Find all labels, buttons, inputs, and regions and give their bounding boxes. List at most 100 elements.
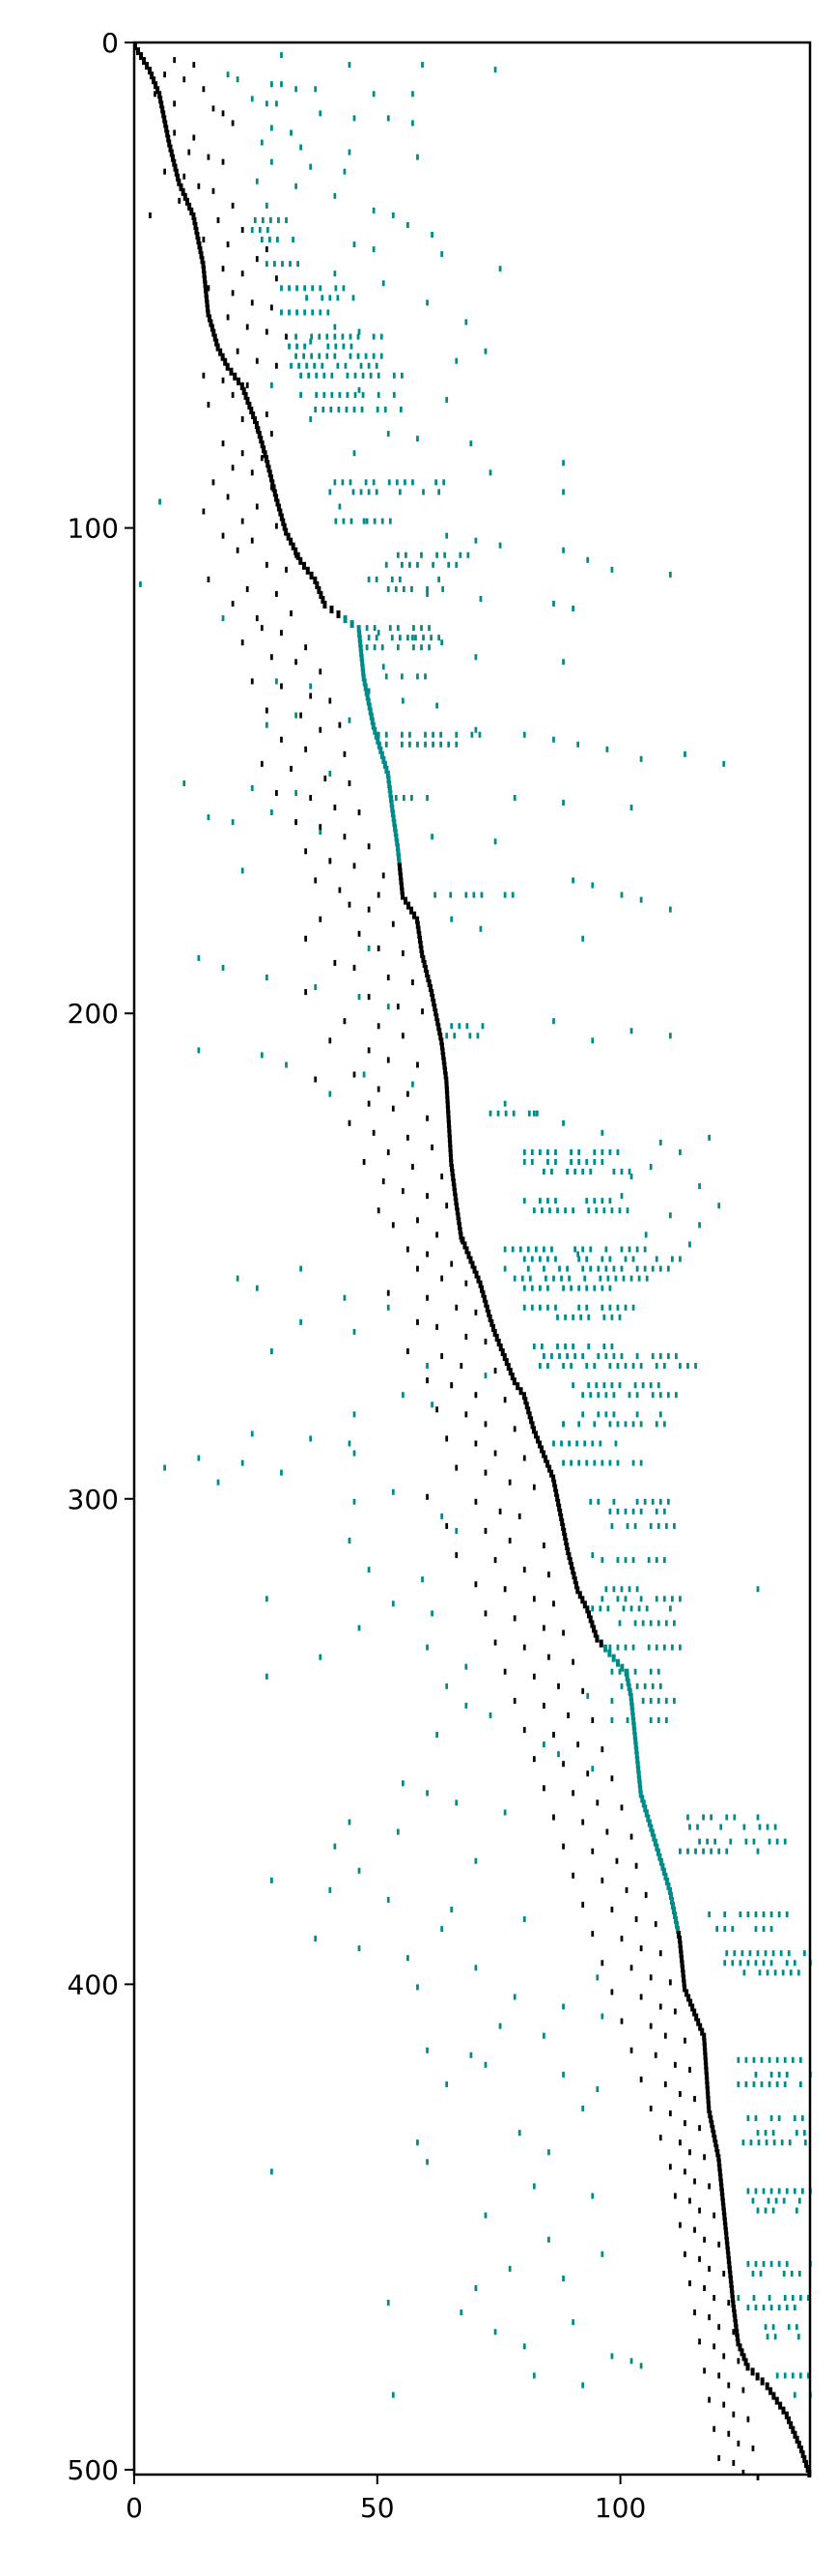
black-cell [217, 217, 220, 223]
black-cell [270, 304, 273, 310]
teal-cell [411, 91, 414, 97]
teal-cell [657, 1669, 660, 1675]
teal-cell [353, 1411, 356, 1417]
teal-cell [609, 1256, 612, 1261]
black-cell [246, 586, 249, 592]
teal-cell [621, 1266, 624, 1272]
black-cell [203, 373, 206, 379]
teal-cell [480, 596, 483, 602]
black-cell [363, 1159, 366, 1165]
teal-cell [562, 548, 565, 553]
teal-cell [602, 1382, 605, 1388]
teal-cell [617, 1460, 620, 1466]
black-cell [523, 1456, 526, 1461]
black-cell [747, 2417, 750, 2422]
black-cell [197, 184, 200, 189]
teal-cell [440, 1926, 443, 1932]
black-cell [319, 727, 321, 733]
black-cell [402, 950, 405, 956]
teal-cell [663, 1645, 666, 1651]
teal-cell [485, 349, 488, 354]
teal-cell [270, 81, 273, 87]
teal-cell [412, 644, 415, 650]
black-cell [265, 329, 268, 335]
teal-cell [634, 1382, 637, 1388]
teal-cell [792, 2372, 795, 2378]
teal-cell [669, 1033, 672, 1038]
teal-cell [426, 1790, 429, 1796]
teal-cell [572, 606, 574, 611]
teal-cell [609, 1509, 612, 1514]
teal-cell [630, 1605, 633, 1611]
black-cell [294, 659, 297, 665]
teal-cell [309, 1435, 312, 1441]
black-cell [698, 2125, 701, 2131]
black-cell [353, 1072, 356, 1078]
black-cell [368, 843, 371, 849]
teal-cell [602, 1207, 605, 1213]
teal-cell [269, 217, 272, 223]
teal-cell [630, 2358, 633, 2364]
black-cell [333, 805, 336, 810]
teal-cell [640, 1509, 643, 1514]
teal-cell [562, 2072, 565, 2078]
teal-cell [760, 2271, 763, 2277]
teal-cell [782, 1969, 785, 1975]
teal-cell [573, 1246, 576, 1252]
teal-cell [679, 1849, 682, 1854]
teal-cell [406, 1955, 409, 1961]
black-cell [640, 1945, 643, 1951]
teal-cell [391, 635, 394, 640]
teal-cell [309, 683, 312, 689]
teal-cell [397, 848, 400, 854]
teal-cell [667, 1392, 670, 1398]
teal-cell [504, 1101, 507, 1107]
teal-cell [601, 1198, 603, 1203]
teal-cell [432, 732, 434, 738]
teal-cell [370, 373, 373, 379]
black-cell [445, 1203, 448, 1208]
teal-cell [294, 86, 297, 92]
teal-cell [797, 1969, 800, 1975]
teal-cell [393, 373, 396, 379]
black-cell [251, 538, 254, 544]
teal-cell [475, 538, 478, 544]
black-cell [406, 1246, 409, 1252]
teal-cell [632, 1305, 635, 1311]
black-cell [154, 91, 156, 97]
black-cell [460, 1363, 462, 1369]
teal-cell [747, 2115, 750, 2121]
teal-cell [784, 2081, 787, 2087]
teal-cell [523, 732, 526, 738]
black-cell [368, 1101, 371, 1107]
teal-cell [381, 519, 384, 524]
black-cell [208, 402, 210, 408]
teal-cell [783, 2198, 786, 2204]
teal-cell [671, 1596, 674, 1601]
black-cell [504, 1586, 507, 1592]
teal-cell [747, 1960, 750, 1966]
teal-cell [420, 644, 423, 650]
teal-cell [609, 1421, 612, 1427]
black-cell [163, 169, 166, 175]
teal-cell [617, 1363, 620, 1369]
teal-cell [311, 285, 314, 291]
teal-cell [528, 1111, 531, 1117]
teal-cell [353, 1451, 356, 1457]
teal-cell [575, 1440, 578, 1446]
black-cell [485, 1421, 488, 1427]
teal-cell [783, 2271, 786, 2277]
teal-cell [572, 1315, 574, 1320]
teal-cell [552, 737, 555, 743]
teal-cell [564, 1207, 567, 1213]
teal-cell [280, 1470, 283, 1476]
black-cell [752, 2446, 755, 2451]
black-cell [703, 2367, 706, 2373]
teal-cell [485, 1373, 488, 1378]
teal-cell [445, 2081, 448, 2087]
teal-cell [387, 431, 390, 437]
teal-cell [789, 2139, 792, 2145]
teal-cell [570, 1286, 573, 1291]
black-cell [664, 2081, 667, 2087]
teal-cell [591, 2193, 594, 2198]
